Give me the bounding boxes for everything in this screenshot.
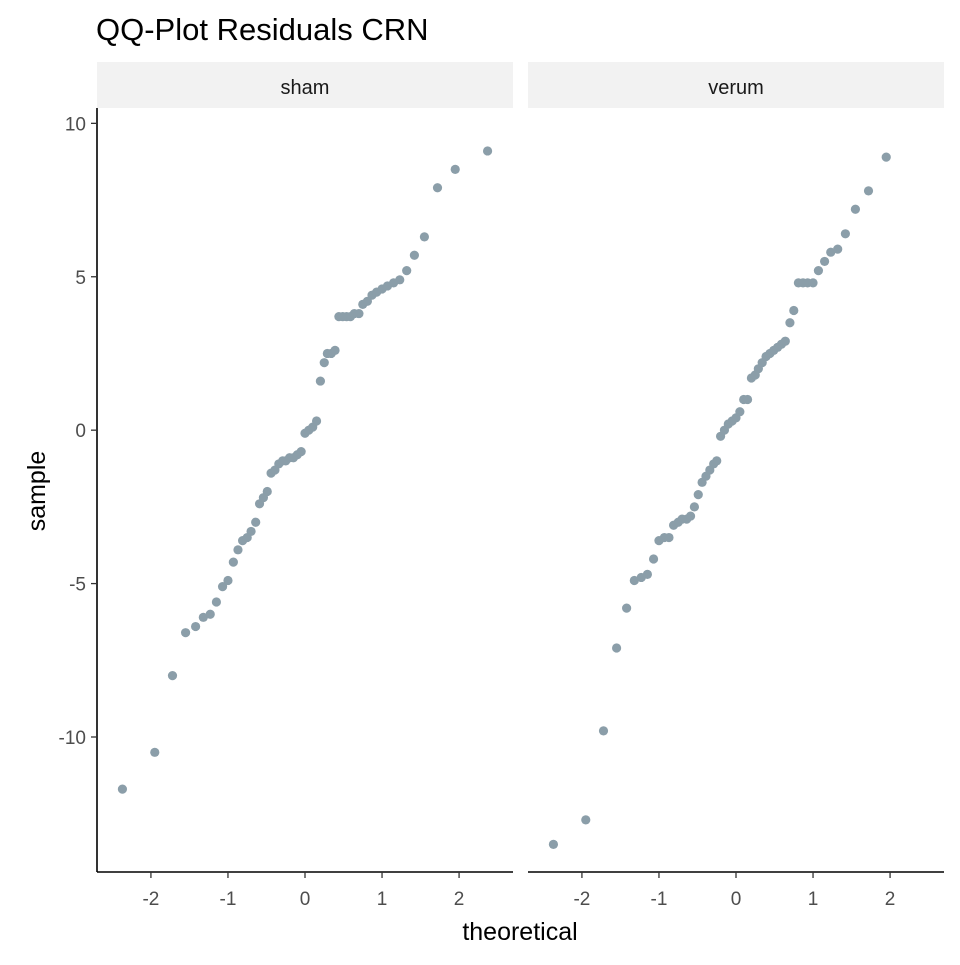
data-point [315,376,326,386]
data-point [712,456,722,466]
data-point [150,747,160,757]
data-point [228,557,238,567]
y-tick-label: 0 [75,421,86,442]
facet-strip-sham [97,62,513,108]
data-point [789,305,799,316]
data-point [689,502,700,512]
x-tick-label: -1 [651,889,668,910]
data-point [205,609,215,619]
data-point [881,152,891,162]
data-point [191,621,201,632]
data-point [548,839,559,849]
x-tick-label: 1 [808,889,819,910]
data-point [642,569,653,579]
data-point [808,278,818,288]
data-point [482,146,493,156]
facet-strip-verum [528,62,944,108]
data-point [850,204,861,214]
data-point [785,318,795,328]
x-tick-label: 2 [885,889,896,910]
data-point [223,575,233,586]
facet-panels: sham -2 -1 0 1 2 verum -2 -1 0 1 2 [97,62,944,910]
data-point [432,183,443,193]
data-point [664,532,674,543]
data-point [246,526,256,537]
data-point [819,256,830,267]
y-tick-label: -10 [59,728,86,749]
facet-panel-sham: sham -2 -1 0 1 2 [97,62,513,910]
y-tick-label: -5 [69,575,86,596]
data-point [581,815,591,825]
data-point [262,486,272,497]
data-point [693,490,703,500]
y-axis: 10 5 0 -5 -10 [59,108,98,872]
data-point [296,447,306,457]
y-tick-label: 5 [75,268,86,289]
data-point [233,545,243,555]
data-point [395,275,405,285]
facet-panel-verum: verum -2 -1 0 1 2 [528,62,944,910]
data-point [685,511,696,521]
data-point [611,643,622,653]
data-point [648,554,659,564]
data-point [402,266,412,276]
data-point [419,232,430,242]
data-point [863,186,874,196]
data-point [622,603,632,613]
x-tick-label: 0 [300,889,311,910]
data-point [217,582,228,592]
x-tick-label: 2 [454,889,465,910]
data-point [211,597,222,607]
data-point [826,247,836,257]
data-point [167,671,178,681]
data-point [330,345,340,355]
data-point [251,517,261,527]
data-point [735,407,745,417]
chart-title: QQ-Plot Residuals CRN [96,12,428,47]
data-point [629,575,639,586]
x-tick-label: 1 [377,889,388,910]
data-point [598,726,609,736]
data-point [311,416,322,426]
data-point [409,250,419,260]
facet-strip-label: verum [708,77,764,99]
x-axis-title: theoretical [462,918,577,946]
data-point [117,784,128,794]
data-point [780,336,790,346]
y-tick-label: 10 [65,114,86,135]
data-point [354,308,364,319]
data-point [198,612,208,622]
data-point [450,164,460,174]
x-tick-label: -2 [142,889,159,910]
x-tick-label: -1 [220,889,237,910]
data-point [840,229,850,239]
x-tick-label: 0 [731,889,742,910]
y-axis-title: sample [23,451,51,532]
data-point [813,266,824,276]
data-point [180,628,191,638]
data-point [319,358,329,368]
x-tick-label: -2 [573,889,590,910]
data-point [742,394,753,405]
facet-strip-label: sham [281,77,330,99]
data-point [833,244,843,254]
